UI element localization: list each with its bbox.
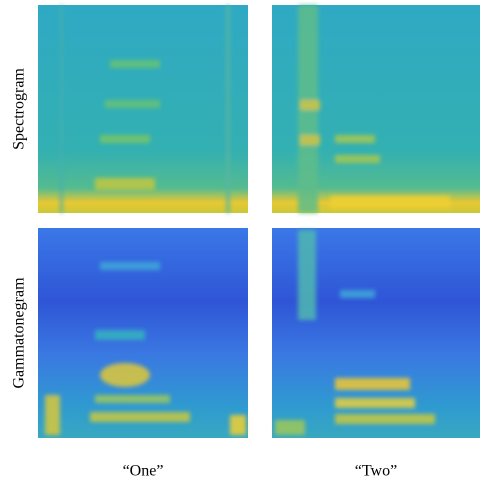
gammatonegram-two <box>272 228 480 438</box>
spectrogram-two <box>272 5 480 213</box>
row-label: Spectrogram <box>11 68 28 150</box>
gammatonegram-one <box>38 228 248 438</box>
spectrogram-one <box>38 5 248 213</box>
row-label: Gammatonegram <box>11 277 28 389</box>
column-label: “Two” <box>355 463 397 480</box>
column-label: “One” <box>123 463 164 480</box>
